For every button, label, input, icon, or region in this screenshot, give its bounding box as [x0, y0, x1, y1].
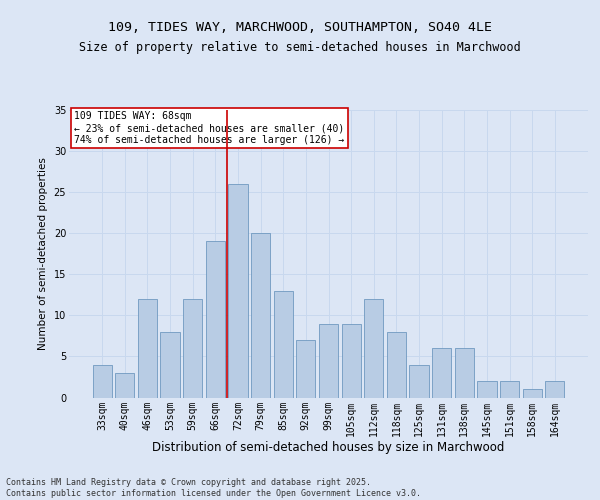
- Bar: [183, 299, 202, 398]
- Bar: [251, 233, 270, 398]
- Text: 109 TIDES WAY: 68sqm
← 23% of semi-detached houses are smaller (40)
74% of semi-: 109 TIDES WAY: 68sqm ← 23% of semi-detac…: [74, 112, 344, 144]
- Bar: [409, 364, 428, 398]
- Bar: [477, 381, 497, 398]
- X-axis label: Distribution of semi-detached houses by size in Marchwood: Distribution of semi-detached houses by …: [152, 441, 505, 454]
- Bar: [500, 381, 519, 398]
- Bar: [523, 390, 542, 398]
- Bar: [138, 299, 157, 398]
- Bar: [455, 348, 474, 398]
- Bar: [545, 381, 565, 398]
- Bar: [115, 373, 134, 398]
- Bar: [341, 324, 361, 398]
- Text: Size of property relative to semi-detached houses in Marchwood: Size of property relative to semi-detach…: [79, 41, 521, 54]
- Text: Contains HM Land Registry data © Crown copyright and database right 2025.
Contai: Contains HM Land Registry data © Crown c…: [6, 478, 421, 498]
- Bar: [274, 290, 293, 398]
- Bar: [387, 332, 406, 398]
- Bar: [160, 332, 180, 398]
- Bar: [296, 340, 316, 398]
- Bar: [229, 184, 248, 398]
- Bar: [319, 324, 338, 398]
- Y-axis label: Number of semi-detached properties: Number of semi-detached properties: [38, 158, 48, 350]
- Bar: [364, 299, 383, 398]
- Bar: [432, 348, 451, 398]
- Text: 109, TIDES WAY, MARCHWOOD, SOUTHAMPTON, SO40 4LE: 109, TIDES WAY, MARCHWOOD, SOUTHAMPTON, …: [108, 21, 492, 34]
- Bar: [92, 364, 112, 398]
- Bar: [206, 242, 225, 398]
